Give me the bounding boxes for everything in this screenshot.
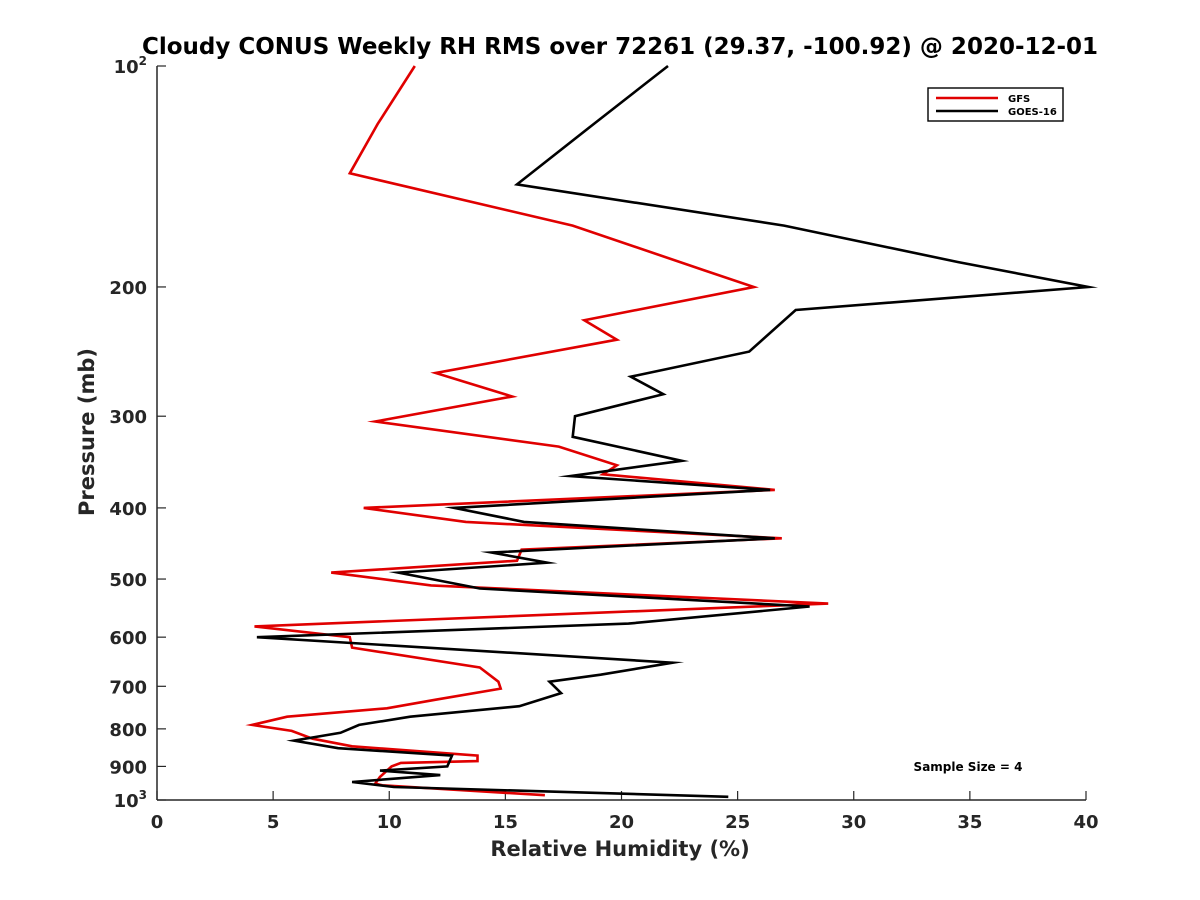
legend-label: GOES-16 — [1008, 107, 1057, 118]
x-tick-label: 15 — [493, 812, 518, 833]
axes-lines — [156, 66, 1086, 801]
y-tick-label: 400 — [109, 499, 147, 520]
y-tick-label: 900 — [109, 757, 147, 778]
x-axis-label: Relative Humidity (%) — [490, 837, 749, 861]
x-tick-label: 20 — [609, 812, 634, 833]
legend-box — [927, 87, 1064, 122]
y-tick-label: 800 — [109, 720, 147, 741]
y-tick-label: 600 — [109, 628, 147, 649]
legend-label: GFS — [1008, 94, 1030, 105]
series-layer — [245, 64, 1099, 799]
x-tick-label: 35 — [957, 812, 982, 833]
x-tick-label: 25 — [725, 812, 750, 833]
chart-title: Cloudy CONUS Weekly RH RMS over 72261 (2… — [142, 34, 1098, 60]
y-tick-label: 300 — [109, 407, 147, 428]
y-tick-label: 102 — [114, 54, 147, 78]
x-tick-label: 0 — [151, 812, 164, 833]
y-tick-label: 700 — [109, 677, 147, 698]
y-tick-label: 200 — [109, 278, 147, 299]
y-tick-label: 500 — [109, 570, 147, 591]
x-tick-label: 10 — [377, 812, 402, 833]
y-axis: 102 200 300 400 500 600 700 800 900 103 — [109, 54, 166, 812]
x-tick-label: 5 — [267, 812, 280, 833]
series-line-gfs — [245, 65, 829, 797]
x-tick-label: 30 — [841, 812, 866, 833]
sample-size-annotation: Sample Size = 4 — [914, 760, 1023, 774]
x-tick-label: 40 — [1073, 812, 1098, 833]
legend: GFS GOES-16 — [927, 87, 1064, 122]
x-axis: 0 5 10 15 20 25 30 35 40 — [151, 791, 1099, 833]
series-line-goes-16 — [256, 64, 1099, 799]
y-tick-label: 103 — [114, 788, 147, 812]
y-axis-label: Pressure (mb) — [75, 348, 99, 516]
